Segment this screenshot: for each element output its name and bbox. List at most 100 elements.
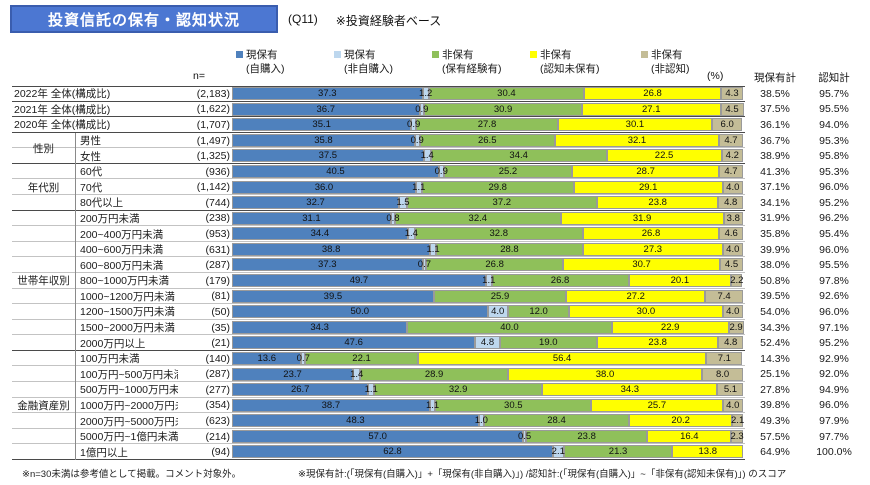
bar-segment-current-own-self	[232, 367, 354, 381]
table-row: 1000~1200万円未満 (81) 39.5 25.9 27.2 7.4 39.5% 92.…	[0, 289, 870, 305]
bar-segment-current-own-self	[232, 118, 412, 132]
footnote-left: ※n=30未満は参考値として掲載。コメント対象外。	[22, 469, 242, 480]
bar-segment-current-own-not-self	[390, 211, 395, 225]
bar-segment-not-own-experienced	[424, 102, 583, 116]
row-divider	[12, 412, 745, 414]
row-divider	[12, 318, 745, 320]
bar-segment-current-own-not-self	[475, 336, 500, 350]
hold-total-value: 64.9%	[760, 446, 790, 459]
aware-total-value: 95.2%	[819, 337, 849, 350]
bar-segment-value: 50.0	[350, 306, 370, 318]
bar-segment-value: 0.7	[296, 352, 310, 364]
bar-segment-current-own-self	[232, 102, 420, 116]
bar-segment-not-own-unaware	[706, 351, 743, 365]
bar-segment-value: 26.8	[641, 228, 661, 240]
stacked-bar: 31.1 0.8 32.4 31.9 3.8	[232, 211, 743, 225]
stacked-bar: 36.7 0.9 30.9 27.1 4.5	[232, 102, 744, 116]
bar-segment-value: 34.3	[310, 321, 329, 333]
bar-segment-not-own-experienced	[374, 383, 543, 397]
bar-segment-value: 2.2	[730, 275, 744, 286]
table-row: 1億円以上 (94) 62.8 2.1 21.3 13.8 64.9% 100.0%	[0, 444, 870, 460]
row-label: 600~800万円未満	[80, 259, 164, 272]
table-row: 5000万円~1億円未満 (214) 57.0 0.5 23.8 16.4 2.3 57.5%…	[0, 429, 870, 445]
bar-segment-not-own-experienced	[433, 289, 567, 303]
bar-segment-value: 28.7	[636, 165, 655, 177]
bar-segment-value: 32.1	[627, 134, 647, 146]
legend-item-current-own-self: 現保有 (自購入)	[236, 48, 285, 76]
stacked-bar: 32.7 1.5 37.2 23.8 4.8	[232, 196, 743, 210]
bar-segment-value: 49.7	[349, 275, 369, 286]
stacked-bar: 40.5 0.9 25.2 28.7 4.7	[232, 164, 743, 178]
legend-item-not-own-aware: 非保有 (認知未保有)	[530, 48, 600, 76]
page-title: 投資信託の保有・認知状況	[10, 5, 278, 33]
bar-segment-value: 30.9	[493, 103, 513, 115]
bar-segment-not-own-experienced	[428, 87, 585, 100]
row-divider	[12, 100, 745, 102]
aware-total-value: 94.0%	[819, 118, 849, 131]
bar-segment-current-own-self	[232, 383, 369, 397]
bar-segment-current-own-self	[232, 289, 434, 303]
bar-segment-value: 30.0	[636, 306, 656, 318]
bar-segment-not-own-experienced	[483, 414, 630, 428]
row-label: 2000万円~5000万円未満	[80, 415, 178, 428]
bar-segment-current-own-not-self	[411, 118, 416, 132]
bar-segment-not-own-aware	[628, 274, 732, 287]
bar-segment-not-own-experienced	[421, 180, 574, 194]
table-row: 200万円未満 (238) 31.1 0.8 32.4 31.9 3.8 31.9% 96.2%	[0, 211, 870, 227]
bar-segment-value: 4.6	[724, 228, 738, 240]
row-n-value: (287)	[205, 368, 230, 381]
bar-segment-value: 26.8	[643, 88, 662, 99]
bar-segment-value: 27.1	[642, 103, 661, 115]
row-label: 60代	[80, 166, 103, 179]
aware-total-value: 94.9%	[819, 383, 849, 396]
aware-total-value: 95.3%	[819, 165, 849, 178]
bar-segment-value: 6.0	[720, 119, 734, 131]
bar-segment-value: 1.5	[396, 197, 410, 209]
bar-segment-current-own-self	[232, 274, 486, 287]
bar-segment-not-own-aware	[584, 87, 722, 100]
bar-segment-value: 3.8	[726, 212, 740, 224]
hold-total-value: 34.1%	[760, 196, 790, 209]
bar-segment-value: 4.5	[725, 103, 739, 115]
stacked-bar: 35.8 0.9 26.5 32.1 4.7	[232, 133, 743, 147]
bar-segment-value: 38.0	[595, 368, 615, 380]
row-label: 1億円以上	[80, 446, 128, 459]
row-n-value: (623)	[205, 415, 230, 428]
hold-total-value: 38.0%	[760, 259, 790, 272]
bar-segment-value: 30.1	[625, 119, 645, 131]
bar-segment-value: 37.3	[318, 259, 337, 271]
bar-segment-value: 56.4	[552, 352, 572, 364]
bar-segment-not-own-aware	[572, 164, 719, 178]
row-label: 5000万円~1億円未満	[80, 431, 178, 444]
row-n-value: (744)	[205, 196, 230, 209]
bar-segment-value: 4.2	[725, 150, 739, 162]
bar-segment-value: 25.7	[647, 399, 667, 411]
bar-segment-not-own-unaware	[718, 336, 743, 350]
stacked-bar: 34.4 1.4 32.8 26.8 4.6	[232, 227, 743, 241]
aware-total-value: 95.7%	[819, 87, 849, 100]
bar-segment-not-own-aware	[582, 102, 721, 116]
bar-segment-not-own-aware	[573, 180, 723, 194]
row-label: 2000万円以上	[80, 337, 146, 350]
bar-segment-value: 31.1	[302, 212, 321, 224]
legend-item-current-own-not-self: 現保有 (非自購入)	[334, 48, 393, 76]
row-n-value: (631)	[205, 243, 230, 256]
bar-segment-value: 25.9	[490, 290, 510, 302]
aware-total-value: 92.6%	[819, 290, 849, 303]
bar-segment-not-own-unaware	[728, 320, 744, 334]
bar-segment-value: 34.4	[509, 150, 528, 162]
bar-segment-not-own-aware	[596, 336, 719, 350]
legend-color-chip	[530, 51, 537, 58]
bar-segment-value: 27.8	[477, 119, 497, 131]
hold-total-value: 14.3%	[760, 352, 790, 365]
bar-segment-value: 20.2	[671, 415, 690, 427]
bar-segment-current-own-self	[232, 242, 431, 256]
question-number: (Q11)	[288, 12, 318, 26]
bar-segment-not-own-unaware	[721, 87, 743, 100]
legend-label: 非保有	[540, 49, 572, 61]
row-divider	[12, 240, 745, 242]
aware-total-value: 97.8%	[819, 274, 849, 287]
table-row: 400~600万円未満 (631) 38.8 1.1 28.8 27.3 4.0 39.9% 9…	[0, 242, 870, 258]
bar-segment-value: 4.0	[491, 306, 505, 318]
bar-segment-value: 4.0	[726, 399, 740, 411]
